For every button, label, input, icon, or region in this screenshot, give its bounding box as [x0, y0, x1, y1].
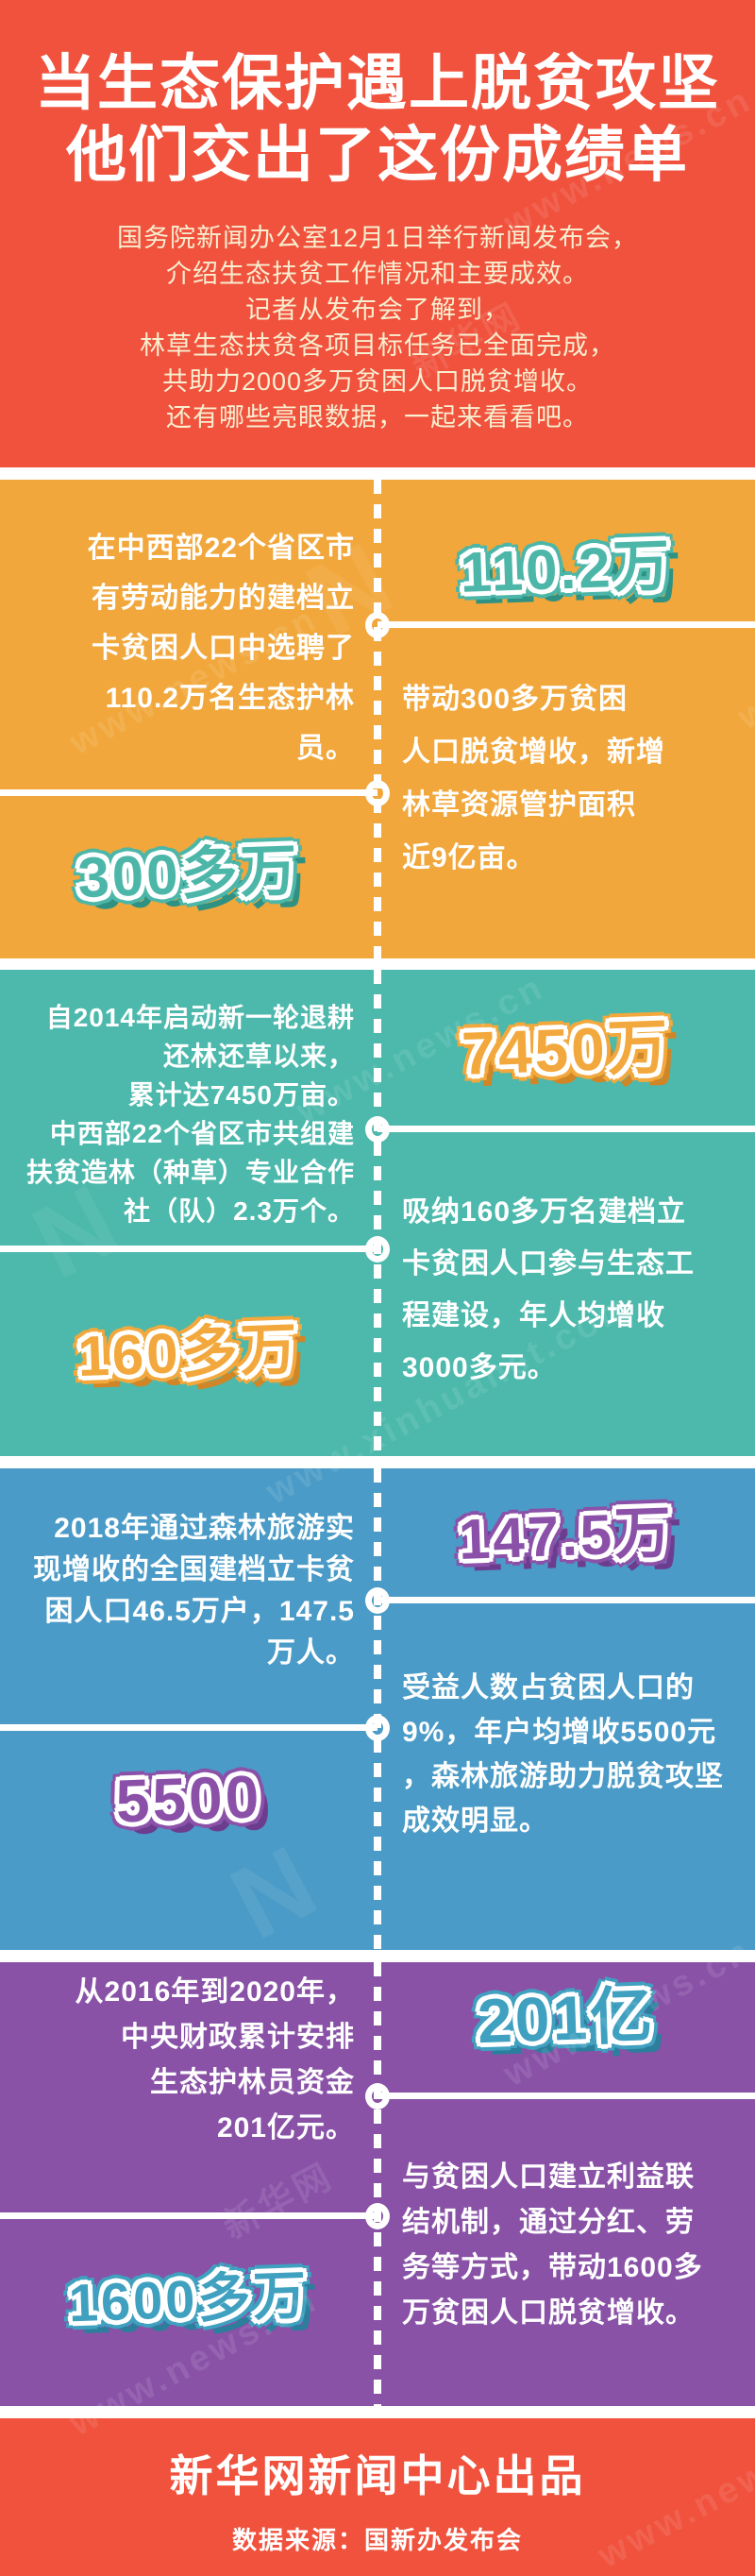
stat-number: 160多万 — [76, 1316, 301, 1389]
text-line: 吸纳160多万名建档立 — [402, 1196, 687, 1228]
title-line: 当生态保护遇上脱贫攻坚 — [35, 49, 720, 117]
connector-line — [0, 2212, 378, 2219]
connector-line — [378, 1126, 755, 1132]
text-line: 现增收的全国建档立卡贫 — [33, 1554, 355, 1585]
text-line: 有劳动能力的建档立 — [92, 583, 355, 614]
page-title: 当生态保护遇上脱贫攻坚 他们交出了这份成绩单 — [0, 47, 755, 191]
timeline-node-dot — [365, 612, 390, 638]
timeline-dashed-line — [374, 480, 381, 958]
connector-line — [0, 789, 378, 796]
stat-number: 1600多万 — [67, 2264, 310, 2333]
text-line: 务等方式，带动1600多 — [402, 2252, 703, 2283]
text-line: 卡贫困人口参与生态工 — [402, 1248, 695, 1280]
text-line: 自2014年启动新一轮退耕 — [45, 1003, 355, 1032]
connector-line — [0, 1246, 378, 1252]
timeline-node-dot — [365, 1116, 390, 1143]
timeline-node-dot — [365, 1236, 390, 1263]
stat-number: 5500 — [114, 1762, 263, 1836]
data-source: 数据来源：国新办发布会 — [231, 2526, 523, 2554]
text-line: 中西部22个省区市共组建 — [49, 1119, 355, 1148]
header-banner: 当生态保护遇上脱贫攻坚 他们交出了这份成绩单 国务院新闻办公室12月1日举行新闻… — [0, 0, 755, 467]
text-line: 110.2万名生态护林 — [105, 683, 355, 714]
intro-line: 记者从发布会了解到， — [245, 296, 510, 324]
timeline-node-dot — [365, 1587, 390, 1614]
stat-description: 吸纳160多万名建档立 卡贫困人口参与生态工 程建设，年人均增收 3000多元。 — [402, 1186, 746, 1394]
timeline-node-dot — [365, 780, 390, 806]
stat-number: 201亿 — [476, 1979, 657, 2057]
text-line: 在中西部22个省区市 — [87, 533, 355, 564]
section-forest-rangers: 110.2万 在中西部22个省区市 有劳动能力的建档立 卡贫困人口中选聘了 11… — [0, 480, 755, 958]
text-line: 从2016年到2020年， — [75, 1976, 355, 2008]
stat-description: 与贫困人口建立利益联 结机制，通过分红、劳 务等方式，带动1600多 万贫困人口… — [402, 2155, 746, 2336]
text-line: 与贫困人口建立利益联 — [402, 2161, 695, 2193]
title-line: 他们交出了这份成绩单 — [66, 121, 689, 189]
stat-number: 300多万 — [76, 838, 301, 910]
timeline-dashed-line — [374, 1468, 381, 1950]
stat-number: 147.5万 — [457, 1500, 676, 1571]
stat-number: 110.2万 — [459, 534, 674, 604]
intro-line: 介绍生态扶贫工作情况和主要成效。 — [166, 260, 589, 288]
text-line: 程建设，年人均增收 — [402, 1300, 665, 1331]
text-line: 人口脱贫增收，新增 — [402, 737, 665, 768]
section-ranger-funds: 201亿 从2016年到2020年， 中央财政累计安排 生态护林员资金 201亿… — [0, 1962, 755, 2406]
text-line: 生态护林员资金 — [150, 2067, 355, 2098]
timeline-node-dot — [365, 2203, 390, 2229]
text-line: 社（队）2.3万个。 — [124, 1196, 355, 1226]
text-line: 困人口46.5万户，147.5 — [44, 1596, 355, 1627]
text-line: 员。 — [296, 733, 355, 764]
stat-description: 受益人数占贫困人口的 9%，年户均增收5500元 ，森林旅游助力脱贫攻坚 成效明… — [402, 1666, 746, 1843]
text-line: 中央财政累计安排 — [121, 2022, 355, 2053]
text-line: 3000多元。 — [402, 1352, 557, 1383]
text-line: 结机制，通过分红、劳 — [402, 2207, 695, 2238]
timeline-node-dot — [365, 1715, 390, 1741]
connector-line — [0, 1724, 378, 1731]
footer-banner: 新华网新闻中心出品 数据来源：国新办发布会 — [0, 2418, 755, 2576]
producer-credit: 新华网新闻中心出品 — [169, 2451, 586, 2500]
timeline-node-dot — [365, 2083, 390, 2110]
stat-description: 带动300多万贫困 人口脱贫增收，新增 林草资源管护面积 近9亿亩。 — [402, 673, 746, 885]
text-line: 林草资源管护面积 — [402, 789, 636, 821]
text-line: 万人。 — [267, 1637, 355, 1669]
text-line: ，森林旅游助力脱贫攻坚 — [402, 1761, 724, 1792]
text-line: 万贫困人口脱贫增收。 — [402, 2297, 695, 2329]
section-reforestation: 7450万 自2014年启动新一轮退耕 还林还草以来， 累计达7450万亩。 中… — [0, 970, 755, 1456]
stat-number: 7450万 — [461, 1012, 672, 1088]
stat-description: 从2016年到2020年， 中央财政累计安排 生态护林员资金 201亿元。 — [15, 1970, 355, 2151]
stat-description: 在中西部22个省区市 有劳动能力的建档立 卡贫困人口中选聘了 110.2万名生态… — [15, 523, 355, 773]
text-line: 受益人数占贫困人口的 — [402, 1672, 695, 1703]
intro-line: 林草生态扶贫各项目标任务已全面完成， — [140, 331, 615, 360]
text-line: 累计达7450万亩。 — [127, 1080, 355, 1110]
stat-description: 自2014年启动新一轮退耕 还林还草以来， 累计达7450万亩。 中西部22个省… — [15, 998, 355, 1230]
text-line: 带动300多万贫困 — [402, 684, 629, 715]
intro-line: 共助力2000多万贫困人口脱贫增收。 — [161, 367, 594, 396]
timeline-dashed-line — [374, 1962, 381, 2406]
connector-line — [378, 1597, 755, 1603]
connector-line — [378, 2093, 755, 2099]
connector-line — [378, 621, 755, 628]
text-line: 扶贫造林（种草）专业合作 — [25, 1158, 355, 1187]
text-line: 2018年通过森林旅游实 — [54, 1513, 355, 1544]
text-line: 成效明显。 — [402, 1805, 548, 1837]
intro-text: 国务院新闻办公室12月1日举行新闻发布会， 介绍生态扶贫工作情况和主要成效。 记… — [0, 220, 755, 435]
text-line: 还林还草以来， — [162, 1042, 355, 1071]
text-line: 卡贫困人口中选聘了 — [92, 633, 355, 664]
text-line: 201亿元。 — [216, 2112, 355, 2144]
intro-line: 国务院新闻办公室12月1日举行新闻发布会， — [116, 224, 639, 252]
stat-description: 2018年通过森林旅游实 现增收的全国建档立卡贫 困人口46.5万户，147.5… — [15, 1508, 355, 1674]
intro-line: 还有哪些亮眼数据，一起来看看吧。 — [166, 403, 589, 432]
section-forest-tourism: 147.5万 2018年通过森林旅游实 现增收的全国建档立卡贫 困人口46.5万… — [0, 1468, 755, 1950]
text-line: 近9亿亩。 — [402, 842, 536, 873]
text-line: 9%，年户均增收5500元 — [402, 1717, 717, 1748]
timeline-dashed-line — [374, 970, 381, 1456]
